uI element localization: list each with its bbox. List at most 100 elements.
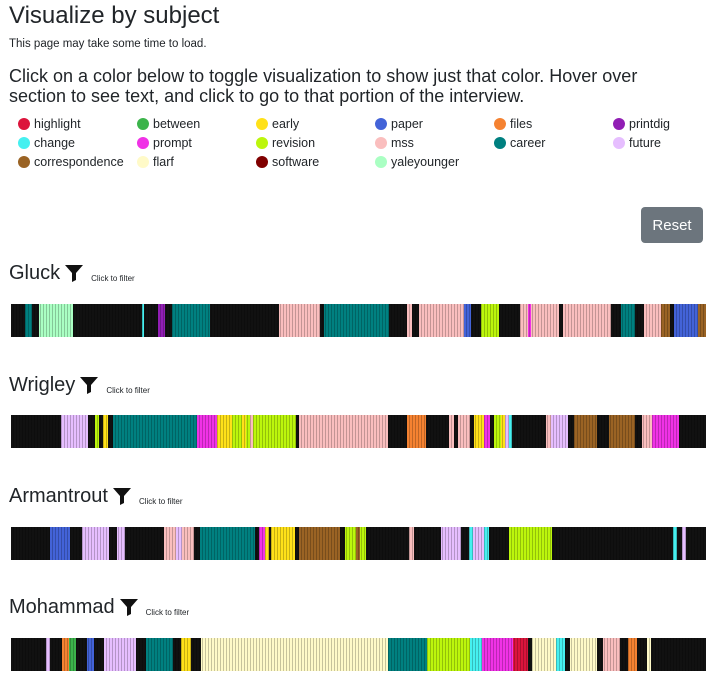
subject-segment[interactable] (469, 638, 483, 671)
subject-segment[interactable] (163, 527, 177, 560)
subject-segment[interactable] (165, 304, 173, 337)
subject-segment[interactable] (60, 415, 89, 448)
subject-segment[interactable] (635, 304, 645, 337)
subject-segment[interactable] (11, 527, 51, 560)
subject-segment[interactable] (427, 638, 471, 671)
subject-segment[interactable] (93, 638, 105, 671)
subject-segment[interactable] (406, 415, 427, 448)
subject-segment[interactable] (124, 527, 165, 560)
subject-segment[interactable] (387, 415, 408, 448)
subject-segment[interactable] (254, 527, 260, 560)
subject-segment[interactable] (531, 304, 560, 337)
subject-segment[interactable] (551, 527, 674, 560)
subject-segment[interactable] (190, 638, 202, 671)
subject-segment[interactable] (294, 527, 300, 560)
subject-segment[interactable] (679, 415, 706, 448)
subject-segment[interactable] (473, 415, 485, 448)
subject-segment[interactable] (532, 638, 557, 671)
subject-segment[interactable] (250, 415, 254, 448)
legend-item-revision[interactable]: revision (256, 133, 368, 152)
subject-segment[interactable] (264, 527, 270, 560)
subject-segment[interactable] (107, 415, 114, 448)
subject-segment[interactable] (201, 638, 389, 671)
subject-segment[interactable] (81, 527, 110, 560)
subject-segment[interactable] (113, 415, 198, 448)
subject-segment[interactable] (567, 415, 575, 448)
subject-segment[interactable] (635, 415, 643, 448)
subject-segment[interactable] (181, 527, 195, 560)
subject-segment[interactable] (484, 415, 491, 448)
subject-segment[interactable] (108, 527, 118, 560)
subject-segment[interactable] (197, 415, 218, 448)
subject-segment[interactable] (409, 527, 415, 560)
subject-segment[interactable] (319, 304, 325, 337)
subject-segment[interactable] (144, 304, 159, 337)
subject-segment[interactable] (677, 527, 683, 560)
subject-segment[interactable] (519, 304, 529, 337)
legend-item-career[interactable]: career (494, 133, 606, 152)
legend-item-between[interactable]: between (137, 114, 249, 133)
subject-segment[interactable] (253, 415, 297, 448)
subject-segment[interactable] (69, 527, 82, 560)
subject-segment[interactable] (172, 304, 211, 337)
subject-segment[interactable] (231, 415, 243, 448)
subject-segment[interactable] (505, 415, 510, 448)
subject-segment[interactable] (11, 304, 26, 337)
legend-item-future[interactable]: future (613, 133, 712, 152)
subject-segment[interactable] (673, 304, 699, 337)
subject-segment[interactable] (511, 415, 547, 448)
subject-segment[interactable] (278, 304, 321, 337)
subject-segment[interactable] (355, 527, 361, 560)
subject-segment[interactable] (141, 304, 145, 337)
subject-segment[interactable] (135, 638, 147, 671)
subject-segment[interactable] (596, 638, 604, 671)
subject-segment[interactable] (512, 638, 529, 671)
subject-segment[interactable] (449, 415, 455, 448)
subject-segment[interactable] (75, 638, 88, 671)
subject-segment[interactable] (546, 415, 552, 448)
subject-segment[interactable] (620, 638, 629, 671)
subject-segment[interactable] (295, 415, 300, 448)
subject-segment[interactable] (31, 304, 40, 337)
subject-segment[interactable] (528, 304, 532, 337)
subject-segment[interactable] (199, 527, 256, 560)
subject-segment[interactable] (245, 415, 251, 448)
subject-segment[interactable] (344, 527, 357, 560)
subject-segment[interactable] (574, 415, 598, 448)
subject-segment[interactable] (99, 415, 104, 448)
subject-segment[interactable] (38, 304, 74, 337)
legend-item-files[interactable]: files (494, 114, 606, 133)
subject-segment[interactable] (173, 638, 182, 671)
subject-segment[interactable] (299, 527, 341, 560)
subject-segment[interactable] (406, 304, 413, 337)
subject-segment[interactable] (299, 415, 389, 448)
subject-segment[interactable] (469, 415, 475, 448)
subject-segment[interactable] (87, 638, 95, 671)
subject-segment[interactable] (419, 304, 465, 337)
subject-segment[interactable] (458, 415, 471, 448)
subject-segment[interactable] (180, 638, 192, 671)
subject-segment[interactable] (103, 415, 109, 448)
legend-item-mss[interactable]: mss (375, 133, 487, 152)
subject-segment[interactable] (686, 527, 706, 560)
subject-segment[interactable] (11, 415, 62, 448)
subject-segment[interactable] (652, 415, 680, 448)
subject-segment[interactable] (661, 304, 671, 337)
subject-segment[interactable] (644, 304, 662, 337)
subject-segment[interactable] (468, 527, 474, 560)
subject-segment[interactable] (95, 415, 100, 448)
subject-segment[interactable] (508, 527, 553, 560)
legend-item-printdig[interactable]: printdig (613, 114, 712, 133)
subject-segment[interactable] (412, 304, 420, 337)
subject-segment[interactable] (359, 527, 367, 560)
subject-segment[interactable] (562, 304, 612, 337)
reset-button[interactable]: Reset (641, 207, 703, 243)
subject-segment[interactable] (651, 638, 706, 671)
subject-segment[interactable] (175, 527, 183, 560)
filter-icon[interactable] (119, 597, 139, 617)
subject-segment[interactable] (271, 527, 296, 560)
subject-segment[interactable] (340, 527, 346, 560)
subject-segment[interactable] (24, 304, 33, 337)
legend-item-highlight[interactable]: highlight (18, 114, 130, 133)
subject-segment[interactable] (501, 415, 506, 448)
